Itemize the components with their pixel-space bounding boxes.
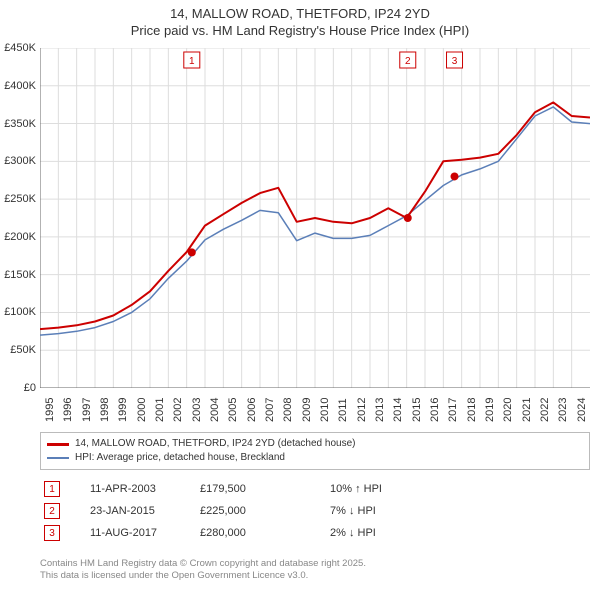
chart-container: 14, MALLOW ROAD, THETFORD, IP24 2YD Pric… — [0, 0, 600, 590]
x-tick-label: 2004 — [209, 398, 221, 422]
x-tick-label: 2018 — [466, 398, 478, 422]
x-tick-label: 2021 — [521, 398, 533, 422]
transaction-price: £280,000 — [200, 527, 330, 539]
x-tick-label: 2013 — [374, 398, 386, 422]
x-tick-label: 2019 — [484, 398, 496, 422]
legend: 14, MALLOW ROAD, THETFORD, IP24 2YD (det… — [40, 432, 590, 470]
x-tick-label: 2015 — [411, 398, 423, 422]
x-tick-label: 2020 — [502, 398, 514, 422]
transactions-table: 111-APR-2003£179,50010% ↑ HPI223-JAN-201… — [40, 478, 590, 544]
legend-swatch-2 — [47, 457, 69, 459]
y-tick-label: £350K — [0, 118, 36, 130]
x-tick-label: 1999 — [117, 398, 129, 422]
x-tick-label: 2003 — [191, 398, 203, 422]
x-axis-labels: 1995 1996 1997 1998 1999 2000 2001 2002 2003 2004… — [40, 390, 590, 430]
transaction-price: £179,500 — [200, 483, 330, 495]
x-tick-label: 2010 — [319, 398, 331, 422]
x-tick-label: 2008 — [282, 398, 294, 422]
x-tick-label: 2009 — [301, 398, 313, 422]
x-tick-label: 1998 — [99, 398, 111, 422]
footer-line1: Contains HM Land Registry data © Crown c… — [40, 558, 590, 570]
footer-attribution: Contains HM Land Registry data © Crown c… — [40, 558, 590, 583]
y-tick-label: £100K — [0, 306, 36, 318]
svg-text:3: 3 — [452, 56, 458, 67]
transaction-date: 11-APR-2003 — [60, 483, 200, 495]
x-tick-label: 2000 — [136, 398, 148, 422]
x-tick-label: 2023 — [557, 398, 569, 422]
transaction-date: 23-JAN-2015 — [60, 505, 200, 517]
x-tick-label: 2006 — [246, 398, 258, 422]
y-tick-label: £150K — [0, 269, 36, 281]
y-tick-label: £250K — [0, 193, 36, 205]
transaction-date: 11-AUG-2017 — [60, 527, 200, 539]
x-tick-label: 2007 — [264, 398, 276, 422]
x-tick-label: 2017 — [447, 398, 459, 422]
x-tick-label: 2016 — [429, 398, 441, 422]
x-tick-label: 2012 — [356, 398, 368, 422]
y-tick-label: £0 — [0, 382, 36, 394]
footer-line2: This data is licensed under the Open Gov… — [40, 570, 590, 582]
plot-area: 1 2 3 — [40, 48, 590, 388]
transaction-row: 311-AUG-2017£280,0002% ↓ HPI — [40, 522, 590, 544]
transaction-row: 111-APR-2003£179,50010% ↑ HPI — [40, 478, 590, 500]
x-tick-label: 2022 — [539, 398, 551, 422]
x-tick-label: 1997 — [81, 398, 93, 422]
svg-text:2: 2 — [405, 56, 411, 67]
transaction-vs-hpi: 2% ↓ HPI — [330, 527, 450, 539]
title-line2: Price paid vs. HM Land Registry's House … — [0, 23, 600, 40]
chart-svg: 1 2 3 — [40, 48, 590, 388]
marker-number-box: 2 — [44, 503, 60, 519]
x-tick-label: 1996 — [62, 398, 74, 422]
transaction-vs-hpi: 7% ↓ HPI — [330, 505, 450, 517]
legend-swatch-1 — [47, 443, 69, 446]
legend-label-1: 14, MALLOW ROAD, THETFORD, IP24 2YD (det… — [75, 437, 355, 451]
x-tick-label: 2005 — [227, 398, 239, 422]
svg-text:1: 1 — [189, 56, 195, 67]
x-tick-label: 2014 — [392, 398, 404, 422]
y-tick-label: £450K — [0, 42, 36, 54]
x-tick-label: 1995 — [44, 398, 56, 422]
y-tick-label: £300K — [0, 155, 36, 167]
chart-title: 14, MALLOW ROAD, THETFORD, IP24 2YD Pric… — [0, 0, 600, 40]
y-tick-label: £50K — [0, 344, 36, 356]
x-tick-label: 2001 — [154, 398, 166, 422]
y-tick-label: £400K — [0, 80, 36, 92]
transaction-row: 223-JAN-2015£225,0007% ↓ HPI — [40, 500, 590, 522]
title-line1: 14, MALLOW ROAD, THETFORD, IP24 2YD — [0, 6, 600, 23]
legend-row-series1: 14, MALLOW ROAD, THETFORD, IP24 2YD (det… — [47, 437, 583, 451]
x-tick-label: 2024 — [576, 398, 588, 422]
x-tick-label: 2002 — [172, 398, 184, 422]
legend-row-series2: HPI: Average price, detached house, Brec… — [47, 451, 583, 465]
x-tick-label: 2011 — [337, 398, 349, 422]
y-tick-label: £200K — [0, 231, 36, 243]
marker-number-box: 3 — [44, 525, 60, 541]
transaction-vs-hpi: 10% ↑ HPI — [330, 483, 450, 495]
marker-number-box: 1 — [44, 481, 60, 497]
transaction-price: £225,000 — [200, 505, 330, 517]
legend-label-2: HPI: Average price, detached house, Brec… — [75, 451, 285, 465]
